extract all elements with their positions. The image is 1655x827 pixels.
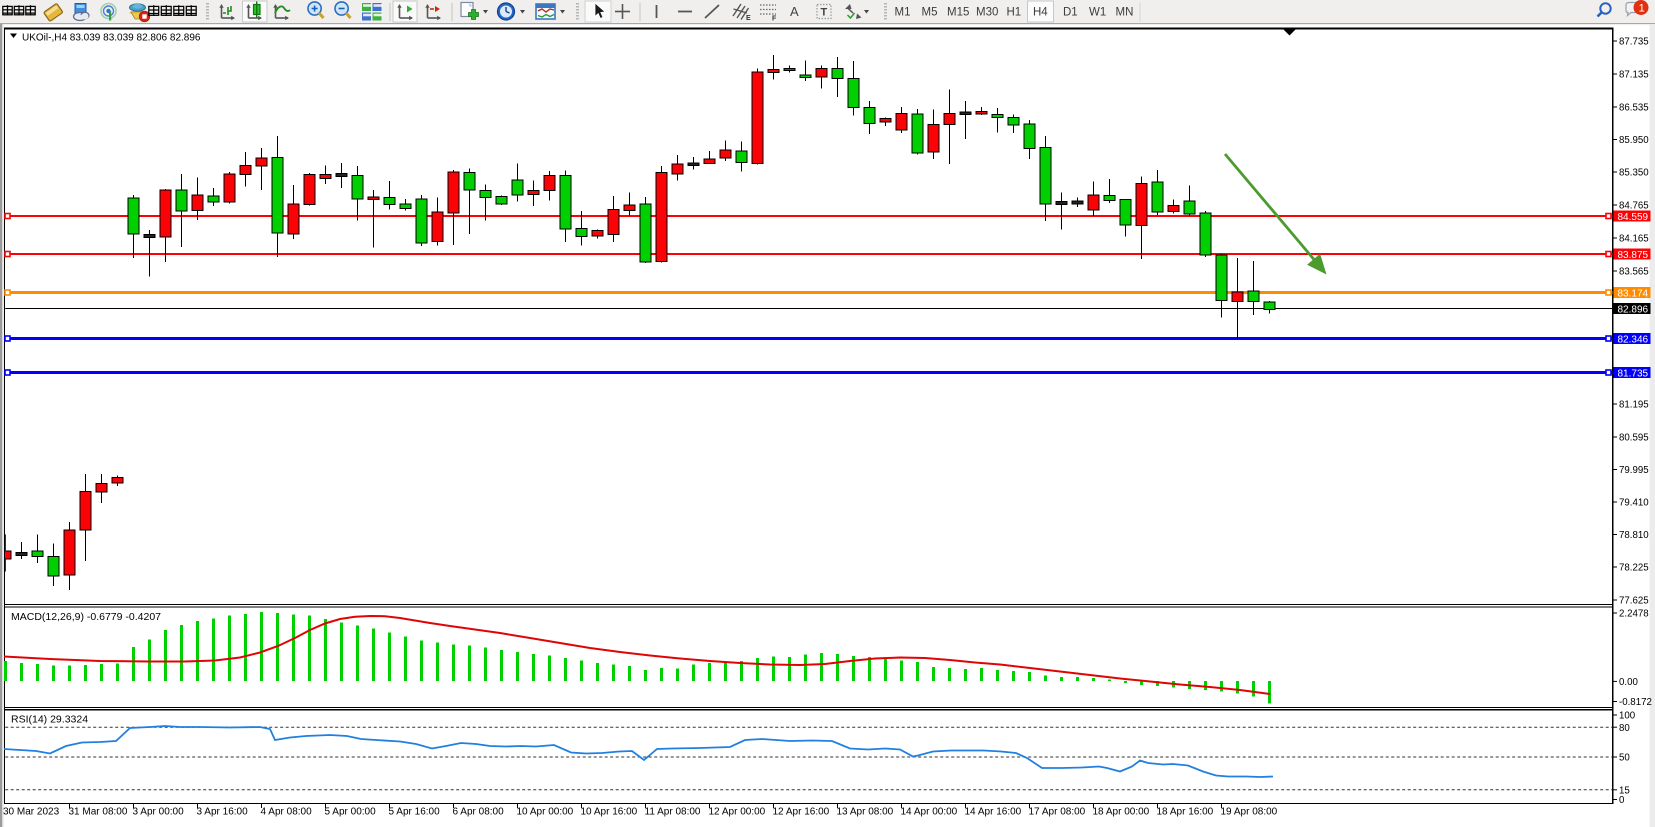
svg-text:19 Apr 08:00: 19 Apr 08:00 [1221, 807, 1278, 818]
svg-text:MN: MN [1116, 7, 1134, 19]
svg-text:85.950: 85.950 [1619, 135, 1649, 146]
svg-text:87.135: 87.135 [1619, 70, 1649, 81]
svg-text:0: 0 [1619, 795, 1625, 806]
svg-text:86.535: 86.535 [1619, 103, 1649, 114]
svg-text:H1: H1 [1007, 7, 1022, 19]
svg-text:10 Apr 16:00: 10 Apr 16:00 [581, 807, 638, 818]
svg-text:H4: H4 [1033, 7, 1048, 19]
svg-text:78.225: 78.225 [1619, 563, 1649, 574]
svg-text:MACD(12,26,9) -0.6779 -0.4207: MACD(12,26,9) -0.6779 -0.4207 [11, 611, 161, 623]
svg-text:79.410: 79.410 [1619, 498, 1649, 509]
svg-text:81.195: 81.195 [1619, 400, 1649, 411]
svg-text:12 Apr 16:00: 12 Apr 16:00 [773, 807, 830, 818]
svg-text:M30: M30 [976, 7, 998, 19]
svg-text:2.2478: 2.2478 [1619, 609, 1649, 620]
svg-text:81.735: 81.735 [1618, 368, 1649, 379]
svg-text:-0.8172: -0.8172 [1619, 697, 1652, 708]
svg-text:T: T [821, 7, 828, 19]
svg-text:5 Apr 00:00: 5 Apr 00:00 [325, 807, 377, 818]
svg-text:M1: M1 [895, 7, 911, 19]
svg-text:84.765: 84.765 [1619, 201, 1649, 212]
svg-text:0.00: 0.00 [1619, 677, 1638, 688]
svg-text:78.810: 78.810 [1619, 530, 1649, 541]
svg-text:82.346: 82.346 [1618, 334, 1649, 345]
svg-text:3 Apr 16:00: 3 Apr 16:00 [197, 807, 249, 818]
svg-text:50: 50 [1619, 753, 1630, 764]
svg-text:82.896: 82.896 [1618, 304, 1649, 315]
svg-text:84.559: 84.559 [1618, 212, 1649, 223]
svg-text:30 Mar 2023: 30 Mar 2023 [3, 807, 60, 818]
svg-text:84.165: 84.165 [1619, 234, 1649, 245]
svg-text:W1: W1 [1089, 7, 1106, 19]
svg-text:31 Mar 08:00: 31 Mar 08:00 [69, 807, 128, 818]
svg-text:79.995: 79.995 [1619, 465, 1649, 476]
svg-text:5 Apr 16:00: 5 Apr 16:00 [389, 807, 441, 818]
svg-text:UKOil-,H4 83.039 83.039 82.80: UKOil-,H4 83.039 83.039 82.806 82.896 [22, 33, 201, 44]
svg-text:RSI(14) 29.3324: RSI(14) 29.3324 [11, 714, 88, 726]
svg-text:15: 15 [1619, 785, 1630, 796]
svg-text:1: 1 [1639, 3, 1645, 15]
svg-text:3 Apr 00:00: 3 Apr 00:00 [133, 807, 185, 818]
svg-text:6 Apr 08:00: 6 Apr 08:00 [453, 807, 505, 818]
svg-text:E: E [746, 15, 751, 22]
svg-text:80: 80 [1619, 723, 1630, 734]
svg-text:11 Apr 08:00: 11 Apr 08:00 [645, 807, 701, 818]
svg-text:83.875: 83.875 [1618, 250, 1649, 261]
svg-text:83.174: 83.174 [1618, 288, 1649, 299]
svg-text:18 Apr 16:00: 18 Apr 16:00 [1157, 807, 1214, 818]
svg-text:80.595: 80.595 [1619, 433, 1649, 444]
svg-text:14 Apr 00:00: 14 Apr 00:00 [901, 807, 958, 818]
svg-text:12 Apr 00:00: 12 Apr 00:00 [709, 807, 766, 818]
svg-text:87.735: 87.735 [1619, 37, 1649, 48]
svg-text:83.565: 83.565 [1619, 267, 1649, 278]
svg-text:18 Apr 00:00: 18 Apr 00:00 [1093, 807, 1150, 818]
svg-text:10 Apr 00:00: 10 Apr 00:00 [517, 807, 574, 818]
svg-text:D1: D1 [1063, 7, 1078, 19]
svg-text:14 Apr 16:00: 14 Apr 16:00 [965, 807, 1022, 818]
svg-text:4 Apr 08:00: 4 Apr 08:00 [261, 807, 313, 818]
svg-text:13 Apr 08:00: 13 Apr 08:00 [837, 807, 894, 818]
svg-text:85.350: 85.350 [1619, 168, 1649, 179]
svg-text:M15: M15 [947, 7, 969, 19]
svg-text:17 Apr 08:00: 17 Apr 08:00 [1029, 807, 1086, 818]
svg-text:100: 100 [1619, 711, 1636, 722]
svg-text:M5: M5 [922, 7, 938, 19]
svg-text:F: F [772, 16, 777, 23]
svg-text:77.625: 77.625 [1619, 596, 1649, 607]
svg-text:A: A [790, 4, 799, 19]
